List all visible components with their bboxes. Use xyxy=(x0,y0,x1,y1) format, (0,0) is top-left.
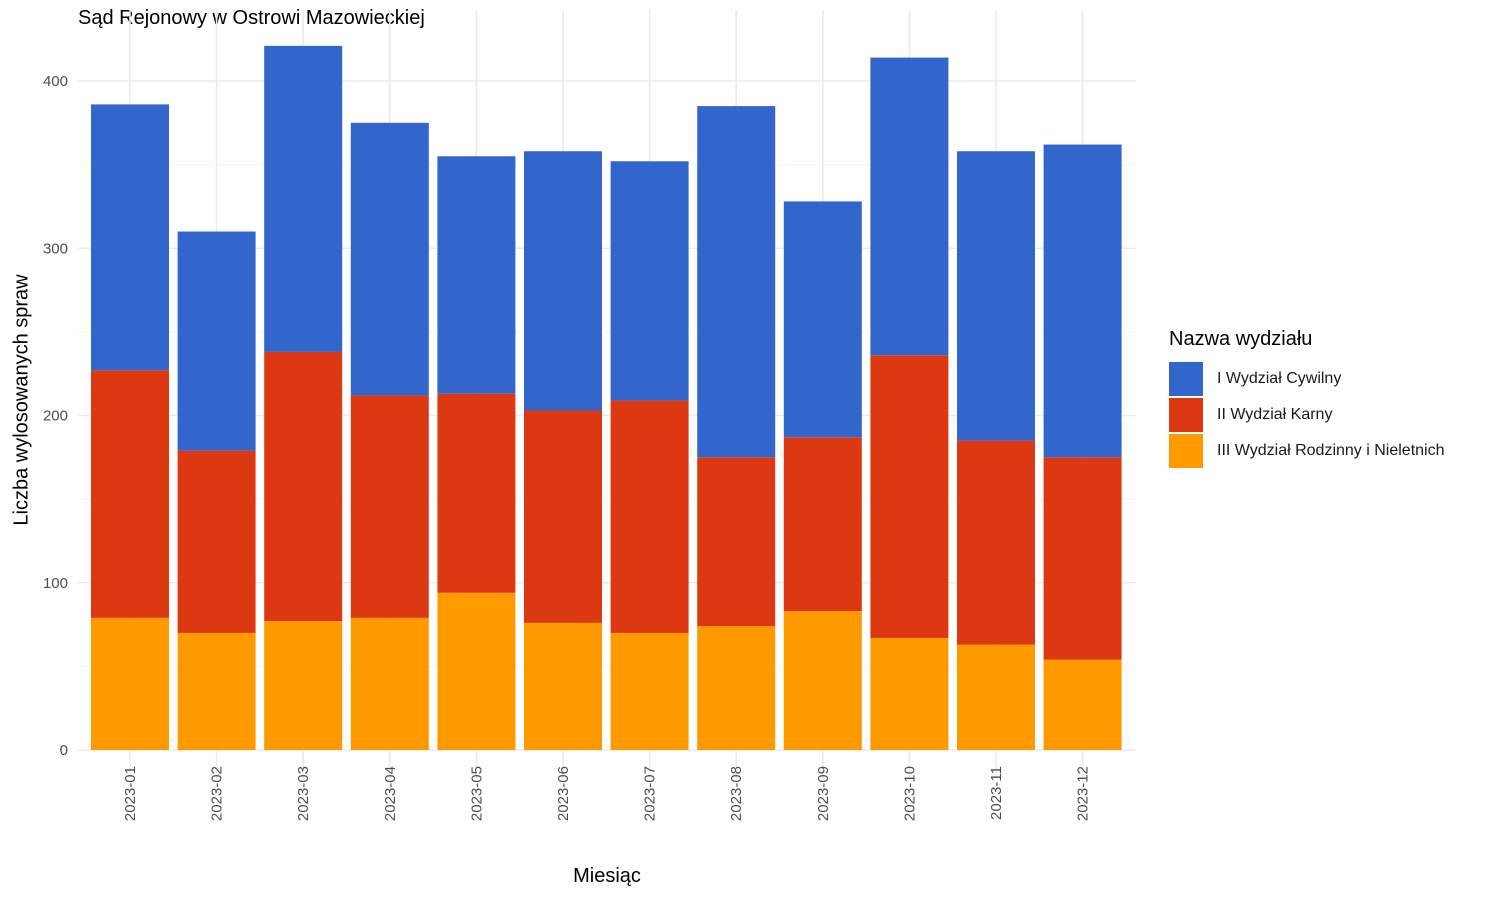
bar-segment xyxy=(524,410,602,623)
y-tick-label: 300 xyxy=(43,240,68,257)
x-tick-label: 2023-06 xyxy=(555,766,572,821)
bar-segment xyxy=(957,644,1035,750)
bar-segment xyxy=(437,156,516,394)
bar-segment xyxy=(697,106,776,458)
bar-segment xyxy=(610,161,689,401)
bar-segment xyxy=(783,201,862,438)
bar-segment xyxy=(264,621,343,750)
legend-key xyxy=(1169,398,1203,432)
x-tick-label: 2023-10 xyxy=(901,766,918,821)
bar-segment xyxy=(1043,457,1122,660)
bars xyxy=(91,45,1122,750)
bar-segment xyxy=(1043,144,1122,458)
x-tick-labels: 2023-01 2023-02 2023-03 2023-04 2023-05 2023-… xyxy=(122,766,1092,821)
bar-segment xyxy=(350,122,429,396)
bar-segment xyxy=(177,231,256,451)
bar-segment xyxy=(91,617,169,750)
bar-segment xyxy=(783,437,862,612)
y-tick-labels: 0 100 200 300 400 xyxy=(43,73,68,759)
y-tick-label: 400 xyxy=(43,73,68,90)
x-tick-label: 2023-08 xyxy=(728,766,745,821)
bar-segment xyxy=(783,611,862,750)
legend-key xyxy=(1169,362,1203,396)
x-tick-label: 2023-07 xyxy=(642,766,659,821)
bar-segment xyxy=(177,450,256,633)
y-tick-label: 0 xyxy=(60,742,68,759)
bar-segment xyxy=(697,626,776,750)
legend-item: III Wydział Rodzinny i Nieletnich xyxy=(1169,433,1445,469)
bar-segment xyxy=(697,457,776,627)
bar-segment xyxy=(350,617,429,750)
bar-segment xyxy=(350,395,429,618)
x-tick-label: 2023-02 xyxy=(209,766,226,821)
legend-title: Nazwa wydziału xyxy=(1169,328,1313,350)
x-axis-label: Miesiąc xyxy=(573,865,641,887)
x-tick-label: 2023-01 xyxy=(122,766,139,821)
bar-segment xyxy=(524,622,602,750)
bar-segment xyxy=(437,393,516,593)
bar-segment xyxy=(524,151,602,411)
chart-title: Sąd Rejonowy w Ostrowi Mazowieckiej xyxy=(78,7,425,29)
legend-label: III Wydział Rodzinny i Nieletnich xyxy=(1217,442,1445,459)
bar-segment xyxy=(610,632,689,750)
x-tick-label: 2023-11 xyxy=(988,766,1005,820)
bar-segment xyxy=(870,637,949,750)
bar-segment xyxy=(264,351,343,622)
bar-segment xyxy=(870,355,949,638)
x-tick-label: 2023-04 xyxy=(382,766,399,821)
x-tick-label: 2023-09 xyxy=(815,766,832,821)
bar-segment xyxy=(177,632,256,750)
y-tick-label: 100 xyxy=(43,575,68,592)
bar-segment xyxy=(870,57,949,356)
y-tick-label: 200 xyxy=(43,408,68,425)
legend-key xyxy=(1169,434,1203,468)
legend-item: II Wydział Karny xyxy=(1169,397,1445,433)
bar-segment xyxy=(957,151,1035,441)
x-tick-label: 2023-03 xyxy=(295,766,312,821)
legend-label: II Wydział Karny xyxy=(1217,406,1333,423)
x-tick-label: 2023-12 xyxy=(1075,766,1092,821)
legend: Nazwa wydziału I Wydział Cywilny II Wydz… xyxy=(1169,328,1445,469)
legend-item: I Wydział Cywilny xyxy=(1169,361,1445,397)
legend-label: I Wydział Cywilny xyxy=(1217,370,1342,387)
bar-segment xyxy=(610,400,689,633)
bar-segment xyxy=(264,45,343,352)
bar-segment xyxy=(437,592,516,750)
x-tick-label: 2023-05 xyxy=(468,766,485,821)
bar-segment xyxy=(91,370,169,618)
bar-segment xyxy=(1043,659,1122,750)
bar-segment xyxy=(957,440,1035,645)
bar-segment xyxy=(91,104,169,371)
